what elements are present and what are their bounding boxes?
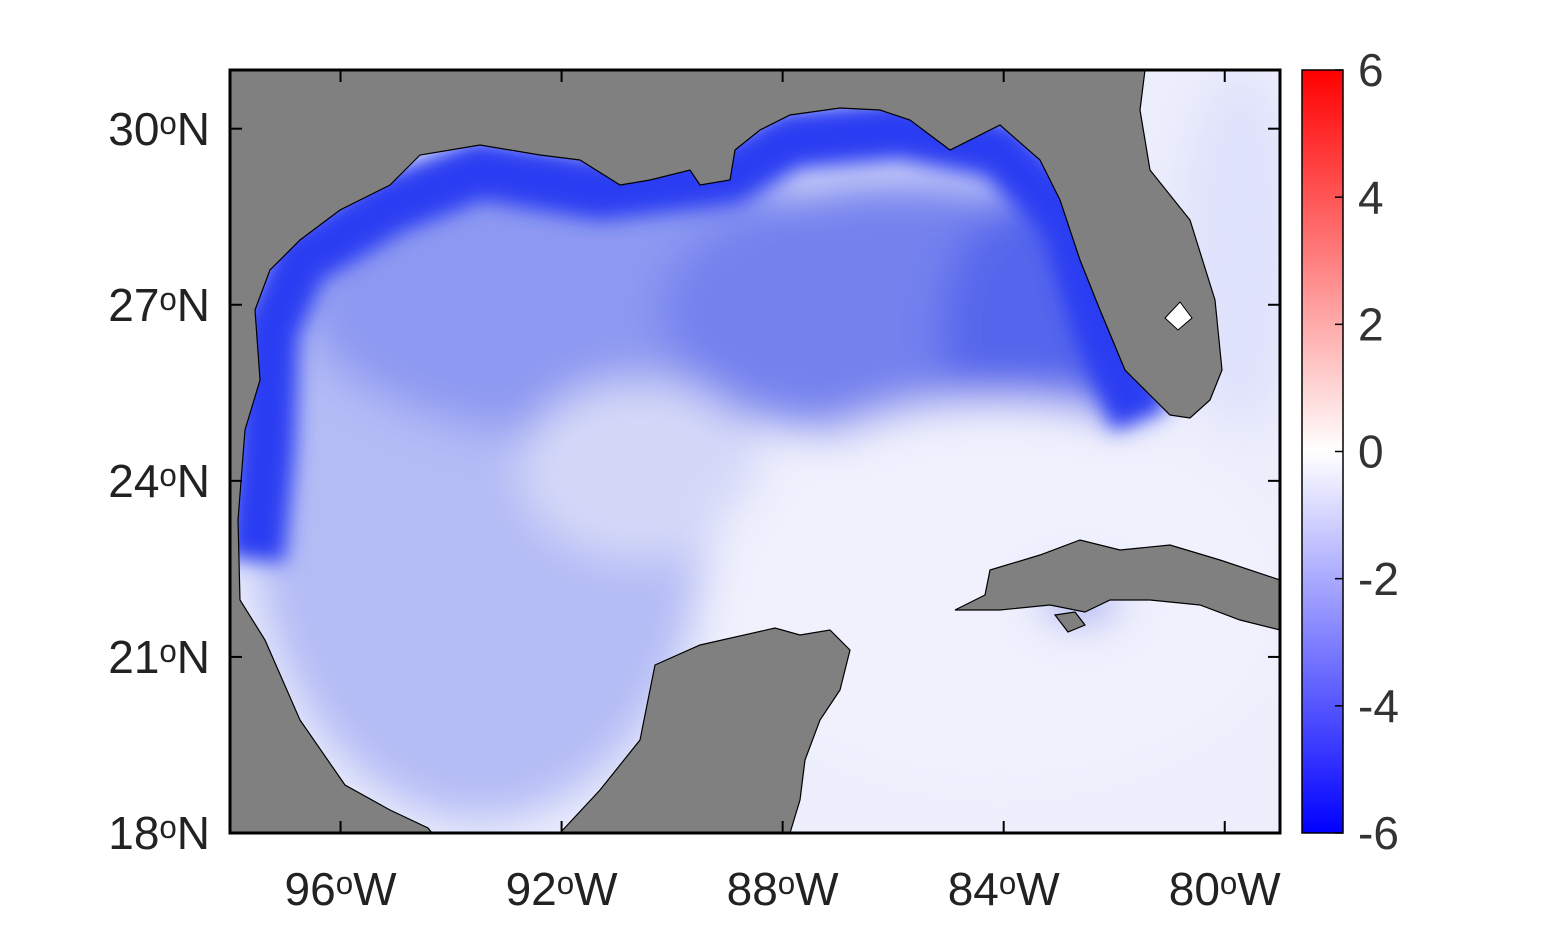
y-tick-label: 21ᵒN (108, 631, 210, 683)
map-frame (228, 68, 1282, 835)
y-tick-label: 18ᵒN (108, 807, 210, 859)
coastal-band (230, 99, 1168, 563)
colorbar-tick-label: 0 (1358, 426, 1384, 478)
y-tick-label: 30ᵒN (108, 103, 210, 155)
colorbar-tick-label: -4 (1358, 680, 1399, 732)
land (230, 70, 1280, 833)
y-tick-label: 24ᵒN (108, 455, 210, 507)
anomaly-field (250, 70, 1280, 820)
y-tick-label: 27ᵒN (108, 279, 210, 331)
x-tick-label: 80ᵒW (1169, 863, 1282, 915)
x-tick-label: 84ᵒW (948, 863, 1061, 915)
x-tick-label: 92ᵒW (506, 863, 619, 915)
x-tick-label: 96ᵒW (285, 863, 398, 915)
x-tick-label: 88ᵒW (727, 863, 840, 915)
map-image (230, 70, 1280, 833)
colorbar-tick-label: -2 (1358, 553, 1399, 605)
colorbar-tick-label: 6 (1358, 44, 1384, 96)
colorbar-tick-label: 2 (1358, 298, 1384, 350)
lake (1164, 301, 1193, 331)
colorbar-tick-label: -6 (1358, 807, 1399, 859)
colorbar-tick-label: 4 (1358, 171, 1384, 223)
